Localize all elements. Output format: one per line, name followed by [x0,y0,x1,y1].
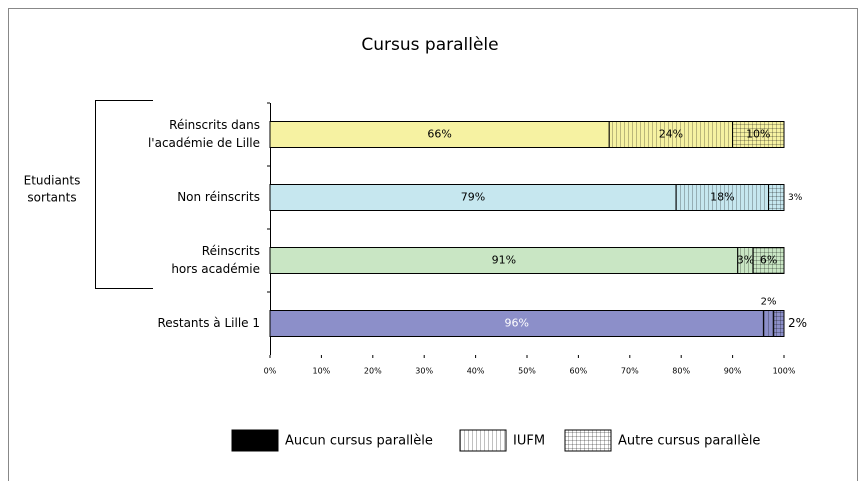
bar-segment [752,247,785,274]
value-label: 18% [710,191,734,204]
value-label: 2% [788,316,807,330]
group-label: Etudiants [24,174,81,188]
bar-segment [762,310,775,337]
legend-label: Aucun cursus parallèle [285,434,433,449]
value-label: 96% [504,317,528,330]
x-tick-label: 40% [467,367,485,376]
group-label: sortants [27,191,76,205]
legend-label: Autre cursus parallèle [618,434,760,449]
x-tick-label: 50% [518,367,536,376]
legend-swatch [564,429,612,452]
legend-swatch [459,429,507,452]
chart-frame [8,8,858,481]
x-tick-label: 100% [773,367,796,376]
value-label: 79% [461,191,485,204]
value-label: 10% [746,128,770,141]
y-tick-label: Non réinscrits [177,190,260,204]
x-tick-label: 60% [570,367,588,376]
bar-segment [269,184,677,211]
y-tick-label: Restants à Lille 1 [157,316,260,330]
value-label: 3% [737,254,754,267]
group-bracket [95,100,153,289]
y-tick-label: hors académie [171,262,260,276]
bar-segment [269,247,739,274]
legend-label: IUFM [513,434,545,449]
x-tick-label: 10% [313,367,331,376]
y-tick-label: Réinscrits [202,244,260,258]
x-tick-label: 80% [672,367,690,376]
value-label: 6% [760,254,777,267]
y-tick-label: Réinscrits dans [169,118,260,132]
bar-segment [768,184,785,211]
x-tick-label: 90% [724,367,742,376]
value-label: 2% [761,297,777,308]
value-label: 3% [788,193,803,203]
value-label: 91% [492,254,516,267]
bar-segment [732,121,785,148]
value-label: 66% [427,128,451,141]
x-tick-label: 0% [264,367,277,376]
bar-segment [675,184,770,211]
x-tick-label: 30% [415,367,433,376]
x-tick-label: 20% [364,367,382,376]
bar-segment [269,310,764,337]
chart-title: Cursus parallèle [361,35,498,55]
legend-swatch [231,429,279,452]
bar-segment [773,310,785,337]
x-tick-label: 70% [621,367,639,376]
value-label: 24% [659,128,683,141]
y-tick-label: l'académie de Lille [148,136,260,150]
